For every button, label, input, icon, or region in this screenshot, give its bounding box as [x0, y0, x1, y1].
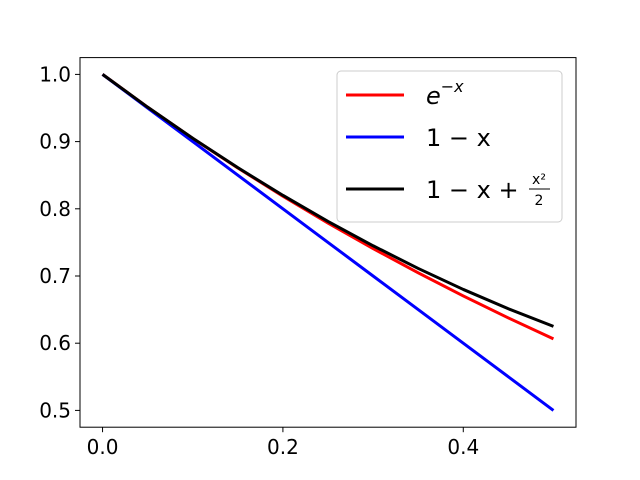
legend: e−x 1 − x 1 − x + x² 2	[336, 70, 563, 223]
legend-label-quadratic: 1 − x +	[426, 176, 519, 204]
legend-frac-numerator: x²	[532, 172, 546, 188]
legend-frac-denominator: 2	[535, 193, 544, 209]
y-tick-label: 0.5	[39, 398, 71, 422]
x-tick-label: 0.0	[87, 435, 119, 459]
y-tick-label: 1.0	[39, 62, 71, 86]
axes-frame	[79, 57, 577, 428]
x-tick-label: 0.2	[267, 435, 299, 459]
plot-lines	[101, 73, 555, 412]
y-axis: 0.5 0.6 0.7 0.8 0.9 1.0	[39, 62, 80, 422]
legend-box	[336, 70, 563, 223]
y-tick-label: 0.6	[39, 331, 71, 355]
legend-label-linear: 1 − x	[426, 124, 491, 152]
series-line-1	[101, 73, 555, 412]
y-tick-label: 0.8	[39, 197, 71, 221]
x-tick-label: 0.4	[447, 435, 479, 459]
y-tick-label: 0.7	[39, 264, 71, 288]
series-line-2	[101, 73, 554, 328]
x-axis: 0.0 0.2 0.4	[87, 427, 479, 459]
y-tick-label: 0.9	[39, 130, 71, 154]
legend-label-exp: e−x	[426, 77, 464, 110]
